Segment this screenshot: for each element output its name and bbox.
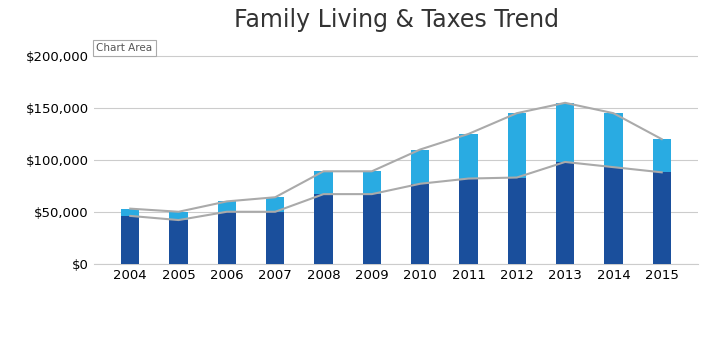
Bar	[459, 178, 477, 264]
Bar	[169, 212, 188, 220]
Bar	[266, 212, 284, 264]
Bar	[556, 162, 575, 264]
Bar	[652, 139, 671, 172]
Bar	[604, 167, 623, 264]
Bar	[604, 113, 623, 167]
Bar	[411, 149, 429, 184]
Bar	[363, 194, 381, 264]
Bar	[121, 216, 140, 264]
Bar	[363, 171, 381, 194]
Bar	[169, 220, 188, 264]
Bar	[459, 134, 477, 178]
Bar	[508, 113, 526, 177]
Bar	[508, 177, 526, 264]
Bar	[217, 201, 236, 212]
Bar	[556, 103, 575, 162]
Bar	[266, 197, 284, 212]
Title: Family Living & Taxes Trend: Family Living & Taxes Trend	[233, 8, 559, 32]
Bar	[121, 209, 140, 216]
Bar	[652, 172, 671, 264]
Bar	[217, 212, 236, 264]
Text: Chart Area: Chart Area	[96, 43, 153, 53]
Bar	[315, 194, 333, 264]
Bar	[411, 184, 429, 264]
Bar	[315, 171, 333, 194]
